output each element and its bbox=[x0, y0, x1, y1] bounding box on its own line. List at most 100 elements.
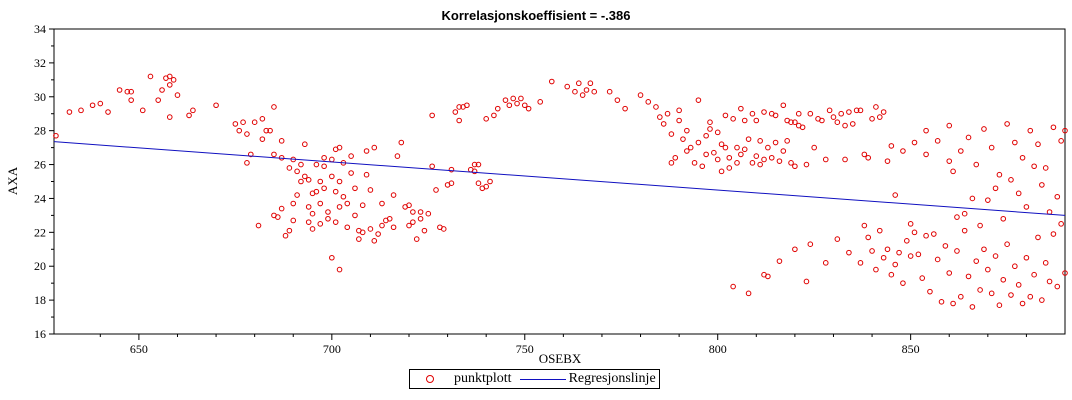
scatter-point bbox=[251, 119, 258, 125]
scatter-point bbox=[240, 119, 246, 125]
scatter-point bbox=[799, 124, 806, 131]
scatter-point bbox=[170, 77, 177, 83]
line-marker-icon bbox=[519, 378, 566, 380]
scatter-point bbox=[483, 116, 489, 122]
scatter-point bbox=[548, 78, 555, 85]
scatter-point bbox=[456, 117, 462, 124]
scatter-point bbox=[942, 243, 949, 249]
scatter-point bbox=[753, 117, 760, 124]
scatter-point bbox=[653, 104, 659, 110]
scatter-point bbox=[406, 222, 412, 229]
scatter-point bbox=[471, 168, 478, 175]
scatter-point bbox=[1004, 241, 1010, 247]
scatter-point bbox=[676, 117, 682, 124]
legend-label-scatter: punktplott bbox=[454, 371, 512, 386]
scatter-point bbox=[116, 87, 123, 93]
scatter-point bbox=[448, 180, 455, 186]
scatter-point bbox=[745, 290, 752, 297]
scatter-point bbox=[128, 97, 134, 103]
scatter-point bbox=[456, 104, 462, 110]
scatter-point bbox=[363, 148, 370, 154]
scatter-point bbox=[992, 253, 999, 259]
scatter-point bbox=[792, 119, 798, 125]
scatter-point bbox=[298, 161, 304, 168]
scatter-point bbox=[761, 109, 767, 115]
scatter-point bbox=[410, 219, 416, 225]
scatter-point bbox=[873, 266, 879, 273]
y-tick-label: 28 bbox=[34, 124, 46, 138]
scatter-point bbox=[302, 173, 308, 180]
scatter-point bbox=[336, 266, 343, 273]
scatter-point bbox=[406, 202, 412, 209]
scatter-point bbox=[255, 222, 262, 229]
scatter-point bbox=[159, 87, 165, 93]
scatter-point bbox=[965, 134, 972, 141]
scatter-point bbox=[448, 166, 455, 173]
scatter-point bbox=[668, 160, 675, 166]
scatter-point bbox=[236, 127, 243, 134]
scatter-point bbox=[857, 107, 864, 114]
scatter-point bbox=[849, 121, 856, 127]
scatter-point bbox=[1004, 121, 1010, 127]
x-tick-label: 800 bbox=[709, 342, 727, 356]
scatter-point bbox=[807, 241, 814, 247]
scatter-point bbox=[433, 187, 439, 193]
scatter-point bbox=[471, 161, 478, 168]
scatter-point bbox=[865, 234, 872, 241]
scatter-point bbox=[190, 107, 196, 114]
scatter-point bbox=[537, 99, 544, 105]
scatter-point bbox=[830, 114, 837, 120]
scatter-point bbox=[730, 116, 736, 122]
scatter-point bbox=[356, 236, 362, 242]
scatter-point bbox=[722, 112, 729, 119]
scatter-point bbox=[97, 100, 104, 107]
y-axis: 16 18 20 22 24 26 28 30 32 34 bbox=[34, 22, 54, 341]
scatter-point bbox=[903, 238, 910, 244]
legend-label-regression: Regresjonslinje bbox=[568, 371, 656, 386]
scatter-point bbox=[861, 222, 868, 229]
scatter-point bbox=[637, 92, 644, 98]
scatter-point bbox=[174, 92, 181, 98]
scatter-point bbox=[961, 227, 968, 234]
scatter-point bbox=[892, 192, 899, 198]
scatter-point bbox=[166, 73, 173, 80]
scatter-point bbox=[684, 127, 690, 134]
scatter-point bbox=[822, 260, 829, 266]
scatter-point bbox=[247, 151, 254, 158]
scatter-point bbox=[317, 221, 324, 227]
scatter-point bbox=[711, 149, 717, 156]
regression-line bbox=[53, 141, 1066, 216]
scatter-point bbox=[919, 275, 926, 281]
scatter-point bbox=[340, 193, 347, 200]
scatter-point bbox=[1008, 292, 1014, 298]
scatter-point bbox=[992, 185, 999, 192]
scatter-point bbox=[494, 105, 501, 112]
scatter-point bbox=[730, 283, 736, 290]
scatter-point bbox=[1019, 300, 1026, 307]
scatter-point bbox=[884, 246, 891, 253]
scatter-point bbox=[888, 271, 895, 278]
scatter-point bbox=[923, 232, 929, 239]
scatter-point bbox=[329, 173, 335, 180]
scatter-point bbox=[579, 92, 586, 98]
scatter-point bbox=[321, 154, 327, 161]
scatter-point bbox=[429, 112, 435, 119]
scatter-point bbox=[973, 161, 980, 168]
scatter-point bbox=[869, 248, 875, 254]
scatter-point bbox=[440, 226, 447, 232]
scatter-point bbox=[518, 95, 524, 102]
scatter-point bbox=[294, 192, 300, 198]
scatter-point bbox=[417, 215, 424, 222]
scatter-point bbox=[282, 232, 289, 239]
scatter-point bbox=[336, 204, 343, 210]
scatter-point bbox=[587, 80, 594, 87]
scatter-point bbox=[985, 197, 991, 203]
scatter-point bbox=[726, 165, 733, 171]
scatter-point bbox=[672, 154, 679, 161]
scatter-point bbox=[232, 121, 239, 127]
scatter-point bbox=[738, 151, 744, 158]
scatter-point bbox=[657, 114, 663, 120]
scatter-point bbox=[749, 160, 756, 166]
scatter-point bbox=[792, 246, 798, 253]
